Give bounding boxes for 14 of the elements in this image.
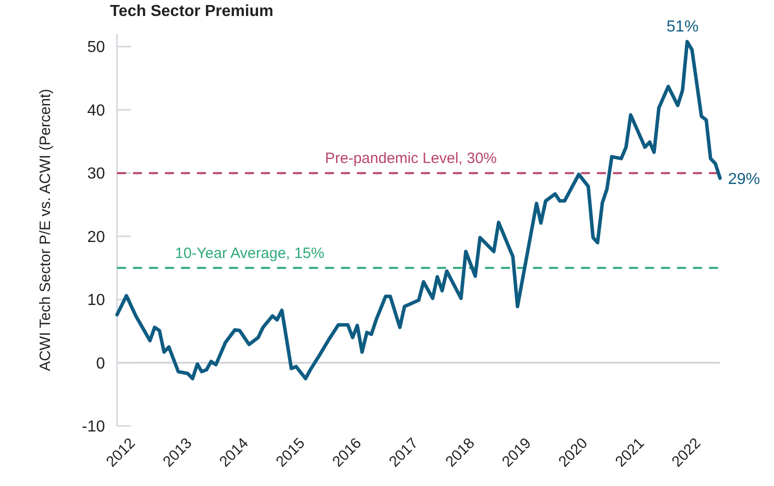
annotation: 51% [666, 18, 699, 36]
y-tick-label: 40 [87, 102, 106, 120]
y-tick-label: -10 [82, 418, 106, 436]
annotation: 29% [728, 171, 760, 188]
y-tick-label: 50 [87, 39, 106, 56]
line-series [115, 40, 722, 380]
y-tick-label: 30 [87, 166, 106, 183]
y-tick-label: 10 [87, 292, 106, 310]
y-tick-label: 20 [87, 228, 106, 246]
chart-title: Tech Sector Premium [110, 3, 274, 20]
y-tick-label: 0 [96, 355, 106, 372]
y-axis-title: ACWI Tech Sector P/E vs. ACWI (Percent) [37, 88, 54, 372]
ref-line-label: Pre-pandemic Level, 30% [325, 150, 497, 168]
ref-line-label: 10-Year Average, 15% [175, 244, 324, 262]
